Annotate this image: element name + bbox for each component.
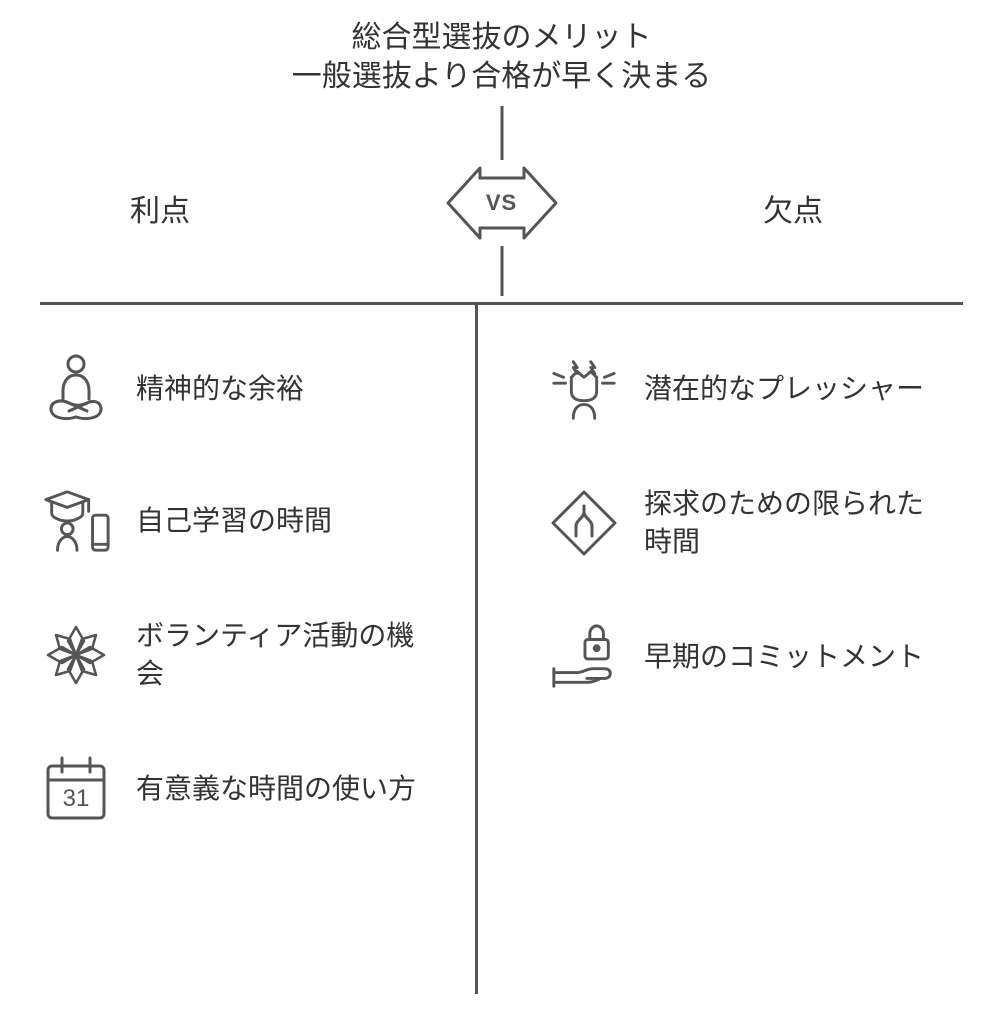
advantage-item: 31 有意義な時間の使い方 xyxy=(40,753,455,825)
disadvantage-item: 潜在的なプレッシャー xyxy=(548,353,963,425)
stress-icon xyxy=(548,353,620,425)
disadvantages-heading: 欠点 xyxy=(763,186,823,230)
vs-section: VS 利点 欠点 xyxy=(0,106,1003,296)
columns: 精神的な余裕 自己学習の時間 xyxy=(40,305,963,994)
calendar-day: 31 xyxy=(63,785,90,812)
disadvantages-column: 潜在的なプレッシャー 探求のための限られた時間 xyxy=(478,305,963,994)
stem-mid xyxy=(500,246,503,296)
mandala-icon xyxy=(40,619,112,691)
lock-hand-icon xyxy=(548,621,620,693)
advantage-item: 自己学習の時間 xyxy=(40,485,455,557)
diamond-path-icon xyxy=(548,487,620,559)
advantages-column: 精神的な余裕 自己学習の時間 xyxy=(40,305,475,994)
title-line-2: 一般選抜より合格が早く決まる xyxy=(0,57,1003,96)
advantage-label: 自己学習の時間 xyxy=(136,502,332,540)
advantage-label: 有意義な時間の使い方 xyxy=(136,770,416,808)
advantage-label: ボランティア活動の機会 xyxy=(136,617,416,693)
calendar-icon: 31 xyxy=(40,753,112,825)
study-icon xyxy=(40,485,112,557)
advantages-heading: 利点 xyxy=(130,186,190,230)
advantage-label: 精神的な余裕 xyxy=(136,370,304,408)
advantage-item: ボランティア活動の機会 xyxy=(40,617,455,693)
title-block: 総合型選抜のメリット 一般選抜より合格が早く決まる xyxy=(0,0,1003,96)
disadvantage-item: 早期のコミットメント xyxy=(548,621,963,693)
disadvantage-label: 潜在的なプレッシャー xyxy=(644,370,924,408)
vs-badge: VS xyxy=(442,160,562,246)
disadvantage-label: 探求のための限られた時間 xyxy=(644,485,924,561)
meditation-icon xyxy=(40,353,112,425)
disadvantage-item: 探求のための限られた時間 xyxy=(548,485,963,561)
advantage-item: 精神的な余裕 xyxy=(40,353,455,425)
stem-top xyxy=(500,106,503,160)
vs-label: VS xyxy=(486,190,517,216)
disadvantage-label: 早期のコミットメント xyxy=(644,638,924,676)
title-line-1: 総合型選抜のメリット xyxy=(0,18,1003,57)
